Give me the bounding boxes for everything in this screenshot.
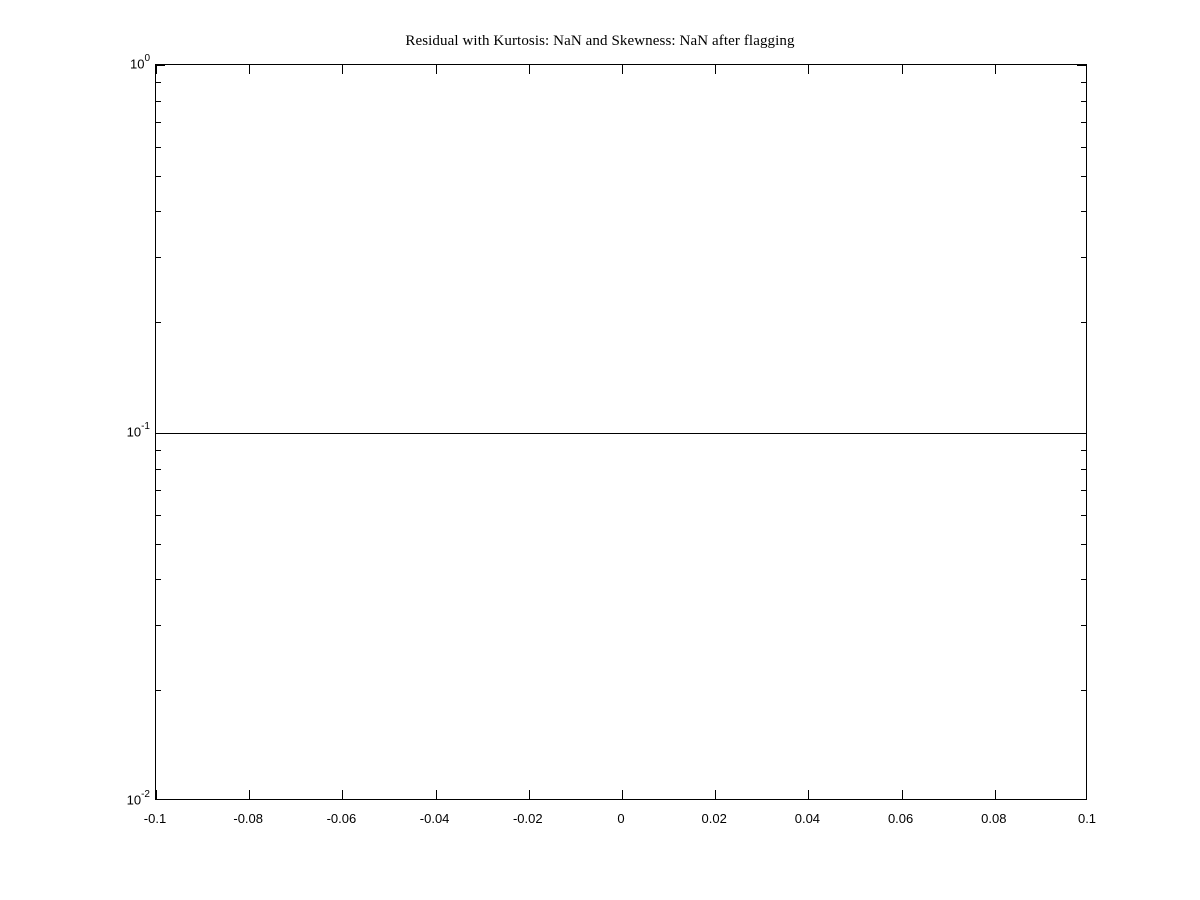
y-axis-major-tick (1077, 433, 1086, 434)
y-axis-minor-tick (156, 490, 161, 491)
x-axis-major-tick (156, 65, 157, 74)
x-axis-major-tick (901, 65, 903, 74)
x-axis-major-tick (808, 65, 810, 74)
x-axis-major-tick (622, 65, 623, 74)
x-axis-major-tick (994, 790, 996, 799)
y-axis-minor-tick (1081, 490, 1086, 491)
x-axis-tick-label: 0.1 (1077, 811, 1097, 826)
y-tick-mantissa: 10 (129, 56, 145, 72)
y-axis-tick-label: 100 (120, 53, 150, 72)
y-tick-mantissa: 10 (126, 424, 142, 440)
x-axis-major-tick (622, 790, 623, 799)
x-axis-tick-label: -0.08 (233, 811, 264, 826)
x-axis-major-tick (156, 790, 157, 799)
y-axis-minor-tick (1081, 175, 1086, 177)
x-axis-major-tick (342, 790, 344, 799)
y-axis-tick-label: 10-1 (120, 421, 150, 440)
y-axis-minor-tick (156, 122, 161, 123)
x-axis-tick-label: 0.02 (701, 811, 727, 826)
y-axis-minor-tick (1081, 514, 1086, 516)
plot-frame (155, 64, 1087, 800)
y-axis-minor-tick (1081, 211, 1086, 213)
x-axis-tick-label: -0.02 (512, 811, 543, 826)
x-axis-major-tick (249, 790, 251, 799)
data-series-line (156, 433, 1086, 434)
y-axis-minor-tick (156, 625, 161, 627)
y-axis-major-tick (1077, 65, 1086, 66)
x-axis-major-tick (808, 790, 810, 799)
y-axis-minor-tick (1081, 449, 1086, 451)
y-axis-minor-tick (1081, 579, 1086, 581)
x-axis-major-tick (435, 790, 437, 799)
y-axis-minor-tick (156, 175, 161, 177)
y-axis-minor-tick (1081, 543, 1086, 545)
y-axis-minor-tick (1081, 625, 1086, 627)
x-axis-tick-label: -0.06 (326, 811, 357, 826)
x-axis-tick-label: 0 (617, 811, 625, 826)
y-tick-mantissa: 10 (126, 792, 142, 808)
y-axis-minor-tick (156, 690, 161, 692)
x-axis-major-tick (342, 65, 344, 74)
x-axis-major-tick (994, 65, 996, 74)
x-axis-tick-label: 0.06 (887, 811, 914, 826)
x-axis-major-tick (715, 65, 717, 74)
y-axis-minor-tick (156, 449, 161, 451)
y-axis-major-tick (156, 433, 165, 434)
y-axis-minor-tick (1081, 690, 1086, 692)
x-axis-major-tick (528, 65, 530, 74)
y-axis-minor-tick (1081, 81, 1086, 83)
y-axis-minor-tick (156, 514, 161, 516)
y-axis-minor-tick (156, 543, 161, 545)
y-axis-minor-tick (156, 322, 161, 324)
x-axis-major-tick (901, 790, 903, 799)
y-axis-major-tick (156, 65, 165, 66)
plot-canvas (156, 65, 1086, 799)
x-axis-tick-label: 0.04 (794, 811, 821, 826)
x-axis-major-tick (528, 790, 530, 799)
y-axis-minor-tick (1081, 146, 1086, 148)
y-axis-minor-tick (156, 146, 161, 148)
x-axis-major-tick (435, 65, 437, 74)
x-axis-major-tick (249, 65, 251, 74)
y-axis-minor-tick (156, 579, 161, 581)
y-axis-minor-tick (1081, 122, 1086, 123)
y-axis-minor-tick (156, 257, 161, 259)
y-axis-minor-tick (156, 100, 161, 102)
x-axis-tick-label: -0.04 (419, 811, 450, 826)
y-axis-minor-tick (1081, 257, 1086, 259)
x-axis-tick-label: 0.08 (981, 811, 1007, 826)
y-axis-minor-tick (1081, 322, 1086, 324)
x-axis-major-tick (715, 790, 717, 799)
y-tick-exponent: -1 (141, 421, 150, 432)
x-axis-tick-label: -0.1 (143, 811, 167, 826)
y-axis-tick-label: 10-2 (120, 789, 150, 808)
y-axis-minor-tick (156, 211, 161, 213)
y-axis-minor-tick (156, 81, 161, 83)
y-tick-exponent: 0 (144, 53, 150, 64)
y-tick-exponent: -2 (141, 789, 150, 800)
y-axis-minor-tick (1081, 100, 1086, 102)
y-axis-minor-tick (1081, 468, 1086, 470)
y-axis-minor-tick (156, 468, 161, 470)
chart-title: Residual with Kurtosis: NaN and Skewness… (405, 33, 795, 49)
